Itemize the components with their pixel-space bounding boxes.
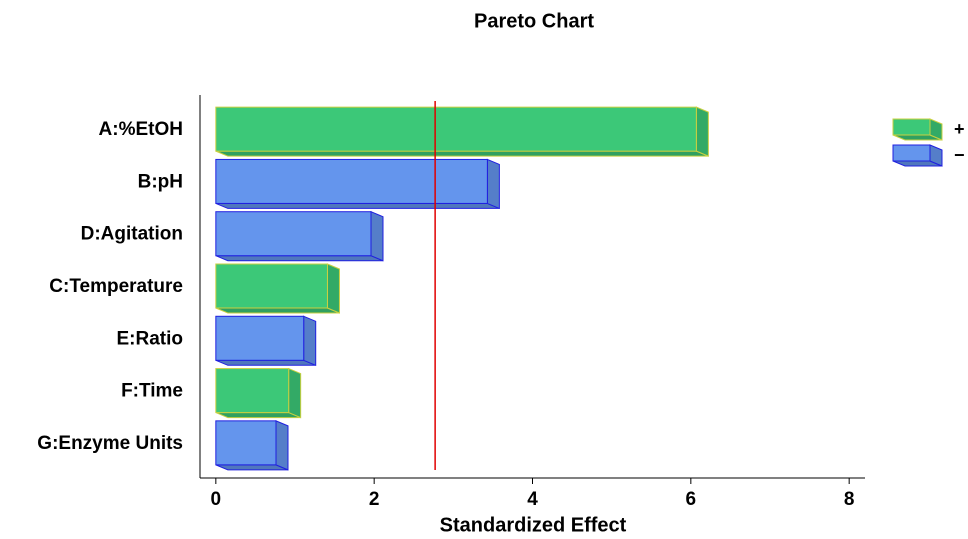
bar-face (215, 359, 316, 366)
bar-face (215, 202, 500, 209)
y-tick-label: G:Enzyme Units (37, 433, 183, 454)
bar-face (275, 420, 289, 471)
bar-face (370, 210, 384, 262)
bar (215, 210, 384, 262)
legend-face (892, 118, 931, 136)
legend-label: + (954, 119, 965, 139)
y-tick-label: F:Time (121, 381, 183, 402)
legend-label: − (954, 145, 965, 165)
bar-face (326, 263, 340, 314)
bar-face (215, 315, 305, 361)
bar-face (215, 420, 277, 466)
y-tick-label: C:Temperature (49, 276, 183, 297)
x-tick-label: 4 (527, 489, 538, 510)
bar (215, 263, 340, 314)
legend-face (892, 144, 931, 162)
bar-face (215, 255, 384, 262)
bar-face (215, 263, 328, 309)
bar (215, 420, 289, 471)
x-tick-label: 0 (211, 489, 222, 510)
x-axis-label: Standardized Effect (440, 514, 627, 536)
x-tick-label: 2 (369, 489, 380, 510)
legend-swatch (892, 144, 943, 167)
bar-face (695, 106, 709, 157)
bar (215, 367, 302, 419)
y-tick-label: A:%EtOH (99, 119, 183, 140)
bar-face (215, 211, 372, 257)
bar-face (215, 412, 301, 419)
bar (215, 158, 500, 210)
y-tick-label: E:Ratio (117, 328, 184, 349)
bar (215, 315, 317, 367)
bar-face (215, 106, 697, 152)
bar-face (303, 315, 317, 367)
y-tick-label: D:Agitation (81, 224, 183, 245)
chart-title: Pareto Chart (474, 10, 594, 32)
bar-face (486, 158, 500, 210)
bar-face (215, 158, 488, 204)
bar-face (215, 368, 290, 414)
x-tick-label: 8 (844, 489, 855, 510)
bar (215, 106, 709, 157)
bar-face (215, 150, 709, 157)
y-tick-label: B:pH (138, 171, 183, 192)
bar-face (288, 367, 302, 419)
legend-swatch (892, 118, 943, 141)
bar-face (215, 307, 340, 314)
x-tick-label: 6 (686, 489, 697, 510)
